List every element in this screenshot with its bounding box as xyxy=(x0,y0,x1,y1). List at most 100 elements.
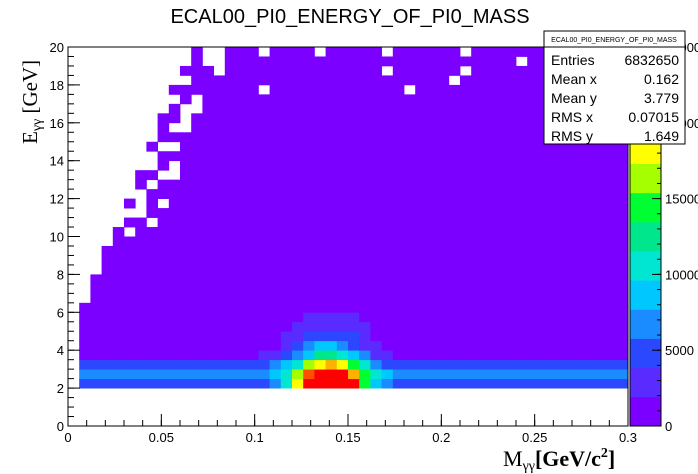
heatmap-cell xyxy=(325,160,338,171)
heatmap-cell xyxy=(404,94,416,105)
heatmap-cell xyxy=(381,56,394,67)
heatmap-cell xyxy=(135,331,147,342)
heatmap-cell xyxy=(392,350,405,361)
heatmap-cell xyxy=(504,274,517,285)
heatmap-cell xyxy=(247,217,259,228)
heatmap-cell xyxy=(460,255,472,266)
stats-box-frame xyxy=(543,30,686,145)
heatmap-cell xyxy=(112,245,125,256)
heatmap-cell xyxy=(280,264,293,275)
heatmap-cell xyxy=(437,331,450,342)
heatmap-cell xyxy=(303,302,315,313)
heatmap-cell xyxy=(616,321,629,332)
heatmap-cell xyxy=(191,255,203,266)
heatmap-cell xyxy=(460,350,472,361)
heatmap-cell xyxy=(191,65,203,76)
heatmap-cell xyxy=(404,255,416,266)
heatmap-cell xyxy=(538,340,550,351)
heatmap-cell xyxy=(504,94,517,105)
heatmap-cell xyxy=(348,198,360,209)
heatmap-cell xyxy=(314,103,326,114)
x-tick-label: 0.05 xyxy=(149,430,174,445)
heatmap-cell xyxy=(280,84,293,95)
heatmap-cell xyxy=(101,378,114,389)
heatmap-cell xyxy=(460,331,472,342)
heatmap-cell xyxy=(236,283,248,294)
heatmap-cell xyxy=(280,350,293,361)
heatmap-cell xyxy=(370,47,382,57)
heatmap-cell xyxy=(336,94,349,105)
heatmap-cell xyxy=(359,283,371,294)
heatmap-cell xyxy=(616,170,629,181)
heatmap-cell xyxy=(157,245,170,256)
heatmap-cell xyxy=(516,170,528,181)
heatmap-cell xyxy=(314,56,326,67)
heatmap-cell xyxy=(303,56,315,67)
heatmap-cell xyxy=(157,359,170,370)
heatmap-cell xyxy=(101,331,114,342)
heatmap-cell xyxy=(549,189,562,199)
heatmap-cell xyxy=(404,312,416,323)
heatmap-cell xyxy=(516,75,528,86)
heatmap-cell xyxy=(549,245,562,256)
heatmap-cell xyxy=(460,151,472,162)
heatmap-cell xyxy=(314,264,326,275)
heatmap-cell xyxy=(381,160,394,171)
heatmap-cell xyxy=(460,122,472,133)
heatmap-cell xyxy=(247,264,259,275)
heatmap-cell xyxy=(460,245,472,256)
heatmap-cell xyxy=(381,94,394,105)
heatmap-cell xyxy=(180,208,192,218)
heatmap-cell xyxy=(280,75,293,86)
heatmap-cell xyxy=(426,359,438,370)
heatmap-cell xyxy=(168,103,181,114)
heatmap-cell xyxy=(101,359,114,370)
heatmap-cell xyxy=(314,369,326,380)
heatmap-cell xyxy=(392,198,405,209)
heatmap-cell xyxy=(101,321,114,332)
heatmap-cell xyxy=(303,122,315,133)
heatmap-cell xyxy=(538,189,550,199)
heatmap-cell xyxy=(415,94,427,105)
heatmap-cell xyxy=(415,359,427,370)
heatmap-cell xyxy=(538,160,550,171)
heatmap-cell xyxy=(180,359,192,370)
heatmap-cell xyxy=(471,340,483,351)
heatmap-cell xyxy=(460,359,472,370)
heatmap-cell xyxy=(213,340,226,351)
heatmap-cell xyxy=(348,264,360,275)
heatmap-cell xyxy=(258,103,270,114)
heatmap-cell xyxy=(168,113,181,124)
heatmap-cell xyxy=(392,331,405,342)
heatmap-cell xyxy=(616,236,629,247)
heatmap-cell xyxy=(280,94,293,105)
heatmap-cell xyxy=(224,274,237,285)
heatmap-cell xyxy=(180,141,192,152)
heatmap-cell xyxy=(616,245,629,256)
heatmap-cell xyxy=(527,321,539,332)
heatmap-cell xyxy=(258,151,270,162)
heatmap-cell xyxy=(572,378,584,389)
heatmap-cell xyxy=(583,274,595,285)
heatmap-cell xyxy=(247,378,259,389)
heatmap-cell xyxy=(135,236,147,247)
heatmap-cell xyxy=(583,340,595,351)
heatmap-cell xyxy=(448,103,461,114)
heatmap-cell xyxy=(168,321,181,332)
heatmap-cell xyxy=(314,170,326,181)
heatmap-cell xyxy=(527,170,539,181)
heatmap-cell xyxy=(404,132,416,143)
heatmap-cell xyxy=(359,236,371,247)
heatmap-cell xyxy=(325,141,338,152)
heatmap-cell xyxy=(426,47,438,57)
heatmap-cell xyxy=(269,217,282,228)
heatmap-cell xyxy=(437,264,450,275)
heatmap-cell xyxy=(392,103,405,114)
heatmap-cell xyxy=(236,122,248,133)
heatmap-cell xyxy=(493,359,506,370)
heatmap-cell xyxy=(370,141,382,152)
heatmap-cell xyxy=(392,369,405,380)
heatmap-cell xyxy=(538,264,550,275)
heatmap-cell xyxy=(583,321,595,332)
z-tick-label: 10000 xyxy=(665,267,698,282)
